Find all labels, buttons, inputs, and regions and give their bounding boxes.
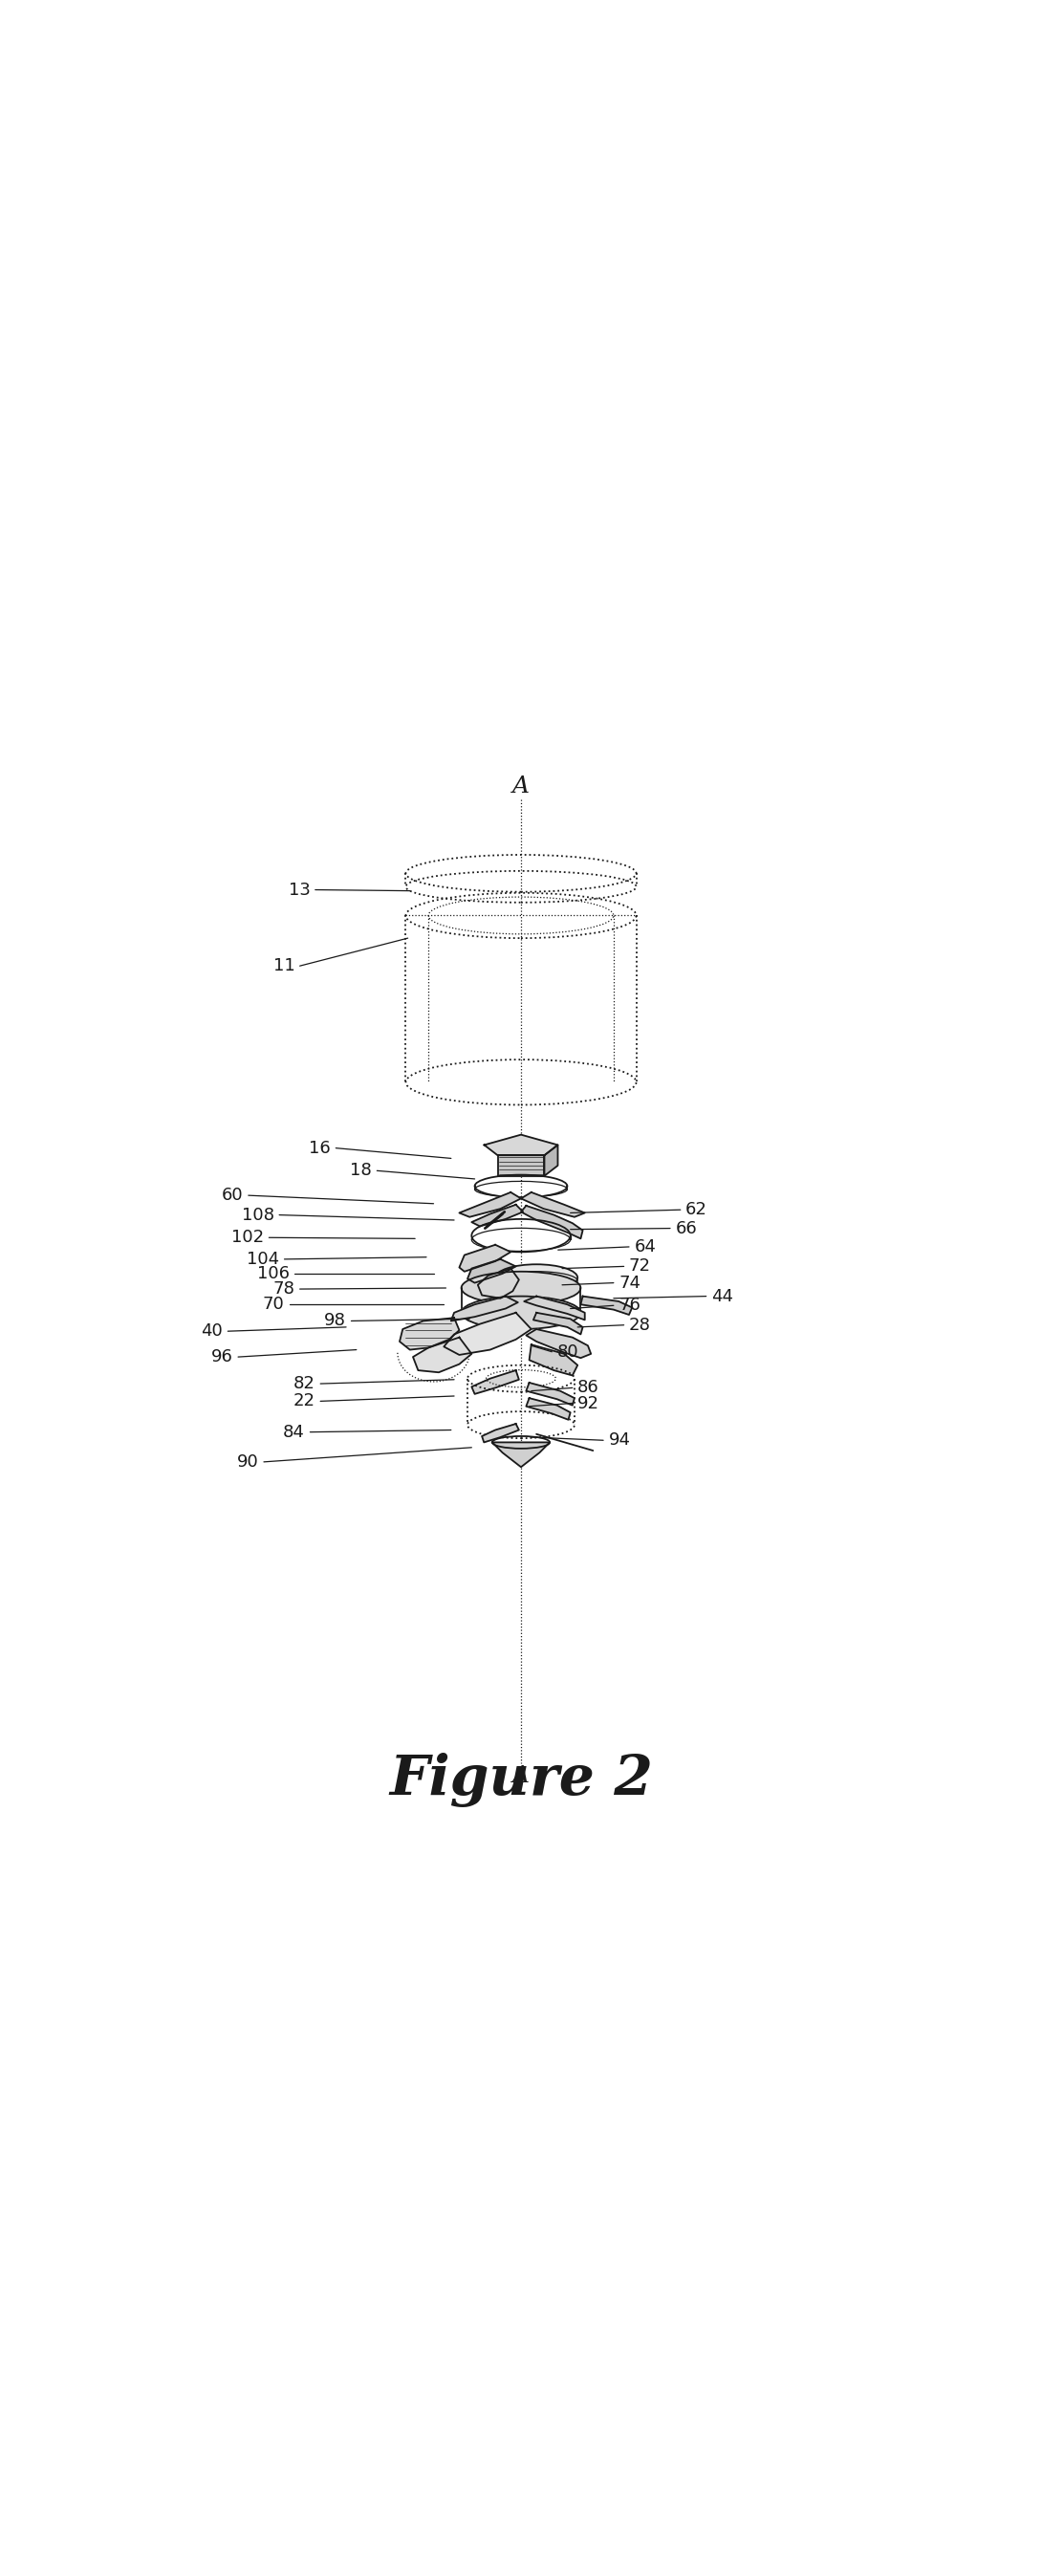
Text: 40: 40 [201, 1321, 223, 1340]
Text: 84: 84 [283, 1425, 305, 1440]
Text: 102: 102 [231, 1229, 264, 1247]
Ellipse shape [462, 1296, 580, 1329]
Text: 74: 74 [619, 1275, 641, 1291]
Ellipse shape [495, 1265, 577, 1291]
Polygon shape [472, 1206, 523, 1226]
Text: A: A [513, 1765, 529, 1788]
Polygon shape [400, 1319, 460, 1350]
Polygon shape [544, 1144, 557, 1175]
Text: 22: 22 [293, 1394, 316, 1409]
Text: 108: 108 [242, 1206, 274, 1224]
Text: 86: 86 [577, 1378, 599, 1396]
Polygon shape [526, 1329, 591, 1358]
Text: 64: 64 [635, 1239, 656, 1255]
Text: 78: 78 [273, 1280, 295, 1298]
Text: 70: 70 [263, 1296, 284, 1314]
Polygon shape [478, 1267, 519, 1298]
Text: 106: 106 [257, 1265, 290, 1283]
Text: 82: 82 [294, 1376, 316, 1391]
Polygon shape [485, 1133, 557, 1154]
Polygon shape [468, 1260, 516, 1283]
Text: 80: 80 [557, 1342, 578, 1360]
Text: 104: 104 [247, 1249, 279, 1267]
Text: 18: 18 [350, 1162, 372, 1180]
Text: 90: 90 [237, 1453, 258, 1471]
Polygon shape [580, 1296, 632, 1314]
Ellipse shape [462, 1273, 580, 1303]
Text: 98: 98 [324, 1311, 346, 1329]
Text: 11: 11 [273, 958, 295, 974]
Text: 66: 66 [675, 1218, 697, 1236]
Text: 62: 62 [686, 1200, 708, 1218]
Text: 44: 44 [712, 1288, 734, 1306]
Text: 96: 96 [212, 1347, 233, 1365]
Polygon shape [521, 1193, 585, 1216]
Text: 13: 13 [289, 881, 311, 899]
Polygon shape [444, 1314, 531, 1355]
Polygon shape [460, 1244, 511, 1273]
Text: 16: 16 [308, 1139, 330, 1157]
Polygon shape [524, 1296, 585, 1319]
Text: 72: 72 [629, 1257, 651, 1275]
Polygon shape [492, 1443, 550, 1468]
Polygon shape [529, 1345, 577, 1376]
Text: A: A [513, 775, 529, 796]
Polygon shape [472, 1370, 519, 1394]
Polygon shape [526, 1383, 574, 1406]
Text: 92: 92 [577, 1394, 599, 1412]
Polygon shape [534, 1314, 582, 1334]
Polygon shape [481, 1425, 519, 1443]
Polygon shape [521, 1206, 582, 1239]
Polygon shape [413, 1337, 472, 1373]
Polygon shape [460, 1193, 521, 1216]
Polygon shape [526, 1399, 570, 1419]
Polygon shape [451, 1296, 518, 1321]
Polygon shape [498, 1154, 544, 1175]
Text: 28: 28 [629, 1316, 651, 1334]
Text: Figure 2: Figure 2 [389, 1752, 653, 1808]
Text: 76: 76 [619, 1296, 641, 1314]
Text: 94: 94 [609, 1432, 630, 1448]
Text: 60: 60 [222, 1188, 243, 1203]
